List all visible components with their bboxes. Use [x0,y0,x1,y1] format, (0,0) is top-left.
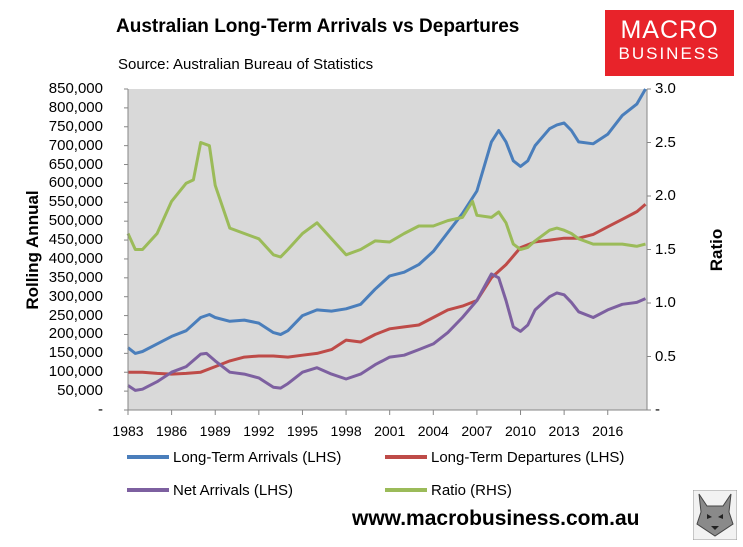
x-tick-label: 2007 [461,423,493,439]
legend-label-arrivals: Long-Term Arrivals (LHS) [173,449,342,466]
y-left-tick-label: 800,000 [48,98,103,116]
website-url: www.macrobusiness.com.au [352,507,640,530]
tick-marks [124,88,651,415]
y-left-tick-label: 500,000 [48,212,103,230]
y-left-tick-label: 650,000 [48,155,103,173]
legend-label-departures: Long-Term Departures (LHS) [431,449,625,466]
y-left-tick-label: 300,000 [48,287,103,305]
series-line-arrivals [127,88,647,355]
y-axis-right-label: Ratio [707,228,726,272]
y-axis-left-label: Rolling Annual [23,190,42,310]
legend-swatch-ratio [385,488,427,493]
series-line-net-arrivals [127,272,647,392]
legend-swatch-departures [385,455,427,460]
y-left-tick-label: 350,000 [48,268,103,286]
x-tick-label: 2004 [417,423,449,439]
x-tick-label: 1986 [156,423,188,439]
wolf-mascot-icon [693,490,737,540]
chart-subtitle: Source: Australian Bureau of Statistics [118,56,374,73]
x-tick-label: 2001 [374,423,406,439]
y-right-tick-label: 1.5 [655,240,676,258]
x-tick-label: 1995 [286,423,319,439]
x-tick-label: 1983 [112,423,144,439]
y-left-tick-label: 150,000 [48,344,103,362]
macrobusiness-logo: MACRO BUSINESS [605,10,734,76]
y-left-tick-label: 250,000 [48,306,103,324]
x-tick-label: 2016 [592,423,624,439]
legend-item-net-arrivals: Net Arrivals (LHS) [127,482,293,499]
legend-label-ratio: Ratio (RHS) [431,482,512,499]
x-tick-label: 2010 [504,423,537,439]
y-right-tick-label: 2.5 [655,133,676,151]
x-tick-label: 1989 [199,423,231,439]
y-left-tick-label: 50,000 [57,382,103,400]
legend-swatch-net-arrivals [127,488,169,493]
y-left-tick-label: 700,000 [48,136,103,154]
y-right-tick-label: 0.5 [655,347,676,365]
y-right-tick-label: - [655,401,660,418]
x-tick-label: 1992 [243,423,275,439]
y-left-tick-label: 850,000 [48,80,103,97]
plot-area [128,89,647,410]
logo-line2: BUSINESS [618,44,721,63]
legend-swatch-arrivals [127,455,169,460]
legend-item-ratio: Ratio (RHS) [385,482,512,499]
series-line-departures [128,203,647,376]
x-tick-label: 2013 [548,423,580,439]
series-layer [126,88,647,392]
legend-label-net-arrivals: Net Arrivals (LHS) [173,482,294,499]
y-left-tick-label: 550,000 [48,193,103,211]
y-left-tick-label: 750,000 [48,117,103,135]
y-left-tick-label: 400,000 [48,249,103,267]
chart-title: Australian Long-Term Arrivals vs Departu… [116,16,520,37]
legend-item-departures: Long-Term Departures (LHS) [385,449,624,466]
y-left-tick-label: - [98,401,103,418]
y-left-tick-label: 600,000 [48,174,103,192]
y-right-tick-label: 3.0 [655,80,676,97]
series-line-ratio [126,141,646,259]
x-tick-label: 1998 [330,423,362,439]
legend-item-arrivals: Long-Term Arrivals (LHS) [127,449,341,466]
y-left-tick-label: 450,000 [48,231,103,249]
y-left-tick-label: 100,000 [48,363,103,381]
y-right-tick-label: 1.0 [655,294,676,311]
y-left-tick-label: 200,000 [48,325,103,343]
logo-line1: MACRO [620,16,719,44]
y-right-tick-label: 2.0 [655,187,676,204]
